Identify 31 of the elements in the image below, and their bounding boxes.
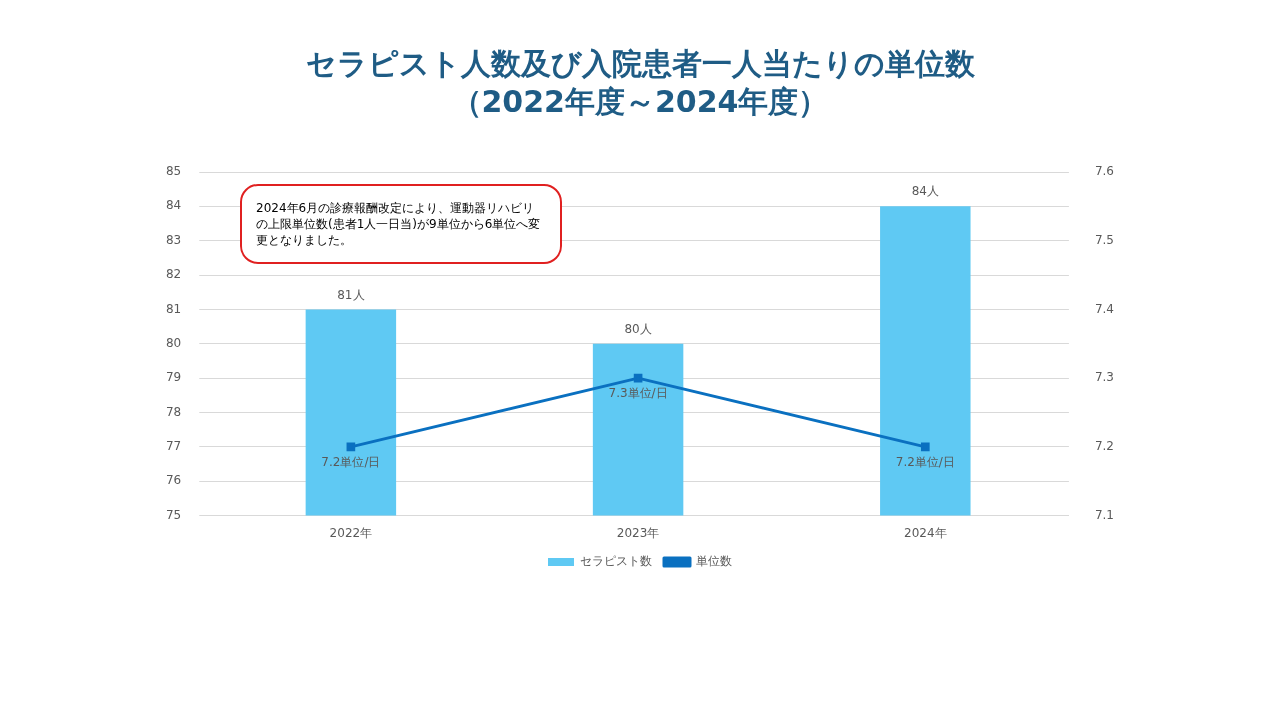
- y-tick-label: 78: [165, 404, 182, 419]
- legend-label: 単位数: [696, 554, 732, 569]
- y2-tick-label: 7.1: [1094, 507, 1115, 522]
- data-label: 7.2単位/日: [321, 455, 381, 470]
- y-tick-label: 82: [165, 267, 182, 282]
- x-tick-label: 2022年: [329, 525, 373, 540]
- x-tick-label: 2024年: [904, 525, 947, 540]
- y-tick-label: 79: [165, 370, 182, 385]
- y-tick-label: 81: [165, 301, 182, 316]
- data-label: 84人: [911, 184, 939, 199]
- data-label: 7.3単位/日: [608, 386, 668, 401]
- chart-subtitle: （2022年度～2024年度）: [451, 83, 829, 119]
- legend-label: セラピスト数: [580, 554, 652, 569]
- y2-tick-label: 7.5: [1094, 232, 1115, 247]
- y-tick-label: 84: [165, 198, 182, 213]
- y-tick-label: 83: [165, 232, 182, 247]
- y-tick-label: 85: [165, 164, 182, 179]
- y-tick-label: 75: [165, 507, 182, 522]
- x-tick-label: 2023年: [616, 525, 660, 540]
- y-tick-label: 77: [165, 439, 182, 454]
- y2-tick-label: 7.3: [1094, 370, 1115, 385]
- callout-box: 2024年6月の診療報酬改定により、運動器リハビリの上限単位数(患者1人一日当)が9単位から6単位へ変更となりました。: [240, 184, 562, 264]
- data-label: 7.2単位/日: [895, 455, 955, 470]
- y2-tick-label: 7.6: [1094, 164, 1115, 179]
- y-tick-label: 80: [165, 335, 182, 350]
- y2-tick-label: 7.4: [1094, 301, 1115, 316]
- data-label: 81人: [337, 287, 365, 302]
- chart-title: セラピスト人数及び入院患者一人当たりの単位数: [305, 45, 976, 81]
- data-label: 80人: [624, 321, 652, 336]
- y-tick-label: 76: [165, 473, 182, 488]
- y2-tick-label: 7.2: [1094, 439, 1115, 454]
